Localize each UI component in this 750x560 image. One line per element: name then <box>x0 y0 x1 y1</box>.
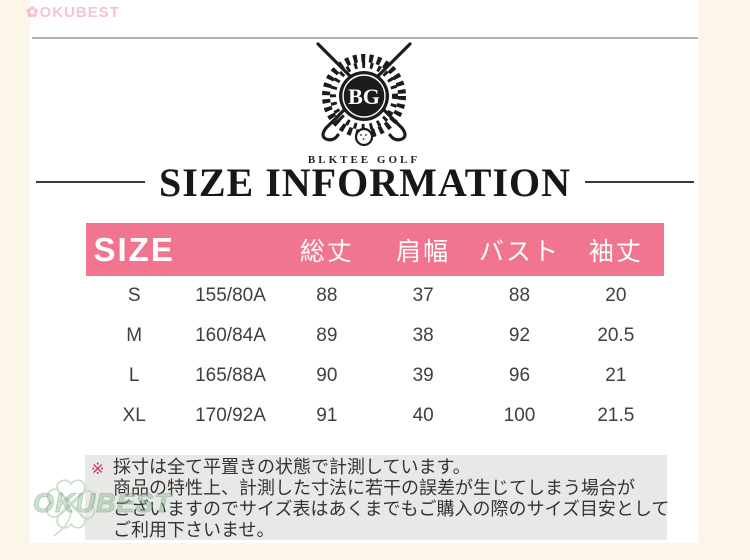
total-length-cell: 88 <box>316 285 338 306</box>
shoulder-cell: 38 <box>412 325 434 346</box>
brand-logo: BG BLKTEE GOLF <box>30 40 698 166</box>
total-length-cell: 90 <box>316 365 338 386</box>
watermark-brand-bottom: OKUBEST <box>32 488 173 519</box>
sleeve-cell: 21.5 <box>597 405 635 426</box>
note-line-4: ご利用下さいませ。 <box>89 520 667 541</box>
logo-monogram: BG <box>348 84 380 109</box>
page-title: SIZE INFORMATION <box>159 159 571 205</box>
spec-cell: 155/80A <box>195 285 266 306</box>
spec-cell: 165/88A <box>195 365 266 386</box>
table-row-xl: XL 170/92A 91 40 100 21.5 <box>86 396 664 436</box>
title-row: SIZE INFORMATION <box>36 159 695 205</box>
size-cell: XL <box>122 405 146 426</box>
total-length-cell: 89 <box>316 325 338 346</box>
size-info-card: BG BLKTEE GOLF SIZE INFORMATION SIZE 総丈 … <box>30 0 698 543</box>
note-text: ございますのでサイズ表はあくまでもご購入の際のサイズ目安として <box>113 499 670 520</box>
sleeve-cell: 20 <box>605 285 627 306</box>
title-left-line <box>36 181 146 183</box>
note-line-1: ※ 採寸は全て平置きの状態で計測しています。 <box>89 457 667 478</box>
table-row-s: S 155/80A 88 37 88 20 <box>86 276 664 316</box>
note-text: 採寸は全て平置きの状態で計測しています。 <box>113 457 471 478</box>
bust-cell: 100 <box>503 405 536 426</box>
note-line-3: ございますのでサイズ表はあくまでもご購入の際のサイズ目安として <box>89 499 670 520</box>
bust-cell: 96 <box>508 365 531 386</box>
sleeve-cell: 21 <box>605 365 627 386</box>
table-row-l: L 165/88A 90 39 96 21 <box>86 356 664 396</box>
size-cell: L <box>128 365 140 386</box>
sleeve-cell: 20.5 <box>597 325 635 346</box>
clover-watermark-icon <box>46 479 96 537</box>
note-line-2: 商品の特性上、計測した寸法に若干の誤差が生じてしまう場合が <box>89 478 667 499</box>
note-text: 商品の特性上、計測した寸法に若干の誤差が生じてしまう場合が <box>113 478 635 499</box>
spec-cell: 160/84A <box>195 325 266 346</box>
total-length-cell: 91 <box>316 405 338 426</box>
size-chart-header-shoulder: 肩幅 <box>396 236 451 266</box>
size-chart-header-bust: バスト <box>478 236 560 266</box>
note-marker-icon: ※ <box>91 459 105 478</box>
shoulder-cell: 39 <box>412 365 434 386</box>
brand-name-text: BLKTEE GOLF <box>307 154 421 166</box>
size-cell: S <box>127 285 141 306</box>
size-chart-header: SIZE 総丈 肩幅 バスト 袖丈 <box>86 223 664 276</box>
note-text: ご利用下さいませ。 <box>113 520 275 541</box>
bust-cell: 88 <box>508 285 531 306</box>
table-row-m: M 160/84A 89 38 92 20.5 <box>86 316 664 356</box>
size-chart-header-sleeve: 袖丈 <box>588 236 643 266</box>
shoulder-cell: 37 <box>412 285 434 306</box>
top-divider-line <box>32 37 698 39</box>
golf-crest-icon: BG <box>316 42 412 147</box>
measurement-notes-panel: ※ 採寸は全て平置きの状態で計測しています。 商品の特性上、計測した寸法に若干の… <box>85 455 670 541</box>
size-chart-header-size: SIZE <box>93 230 175 268</box>
spec-cell: 170/92A <box>195 405 266 426</box>
size-chart-body: S 155/80A 88 37 88 20 M 160/84A 89 38 92… <box>86 276 664 436</box>
size-chart-header-total-length: 総丈 <box>299 236 354 266</box>
size-cell: M <box>126 325 143 346</box>
title-right-line <box>585 181 695 183</box>
shoulder-cell: 40 <box>412 405 434 426</box>
watermark-brand-top: ✿OKUBEST <box>26 4 120 21</box>
bust-cell: 92 <box>508 325 531 346</box>
